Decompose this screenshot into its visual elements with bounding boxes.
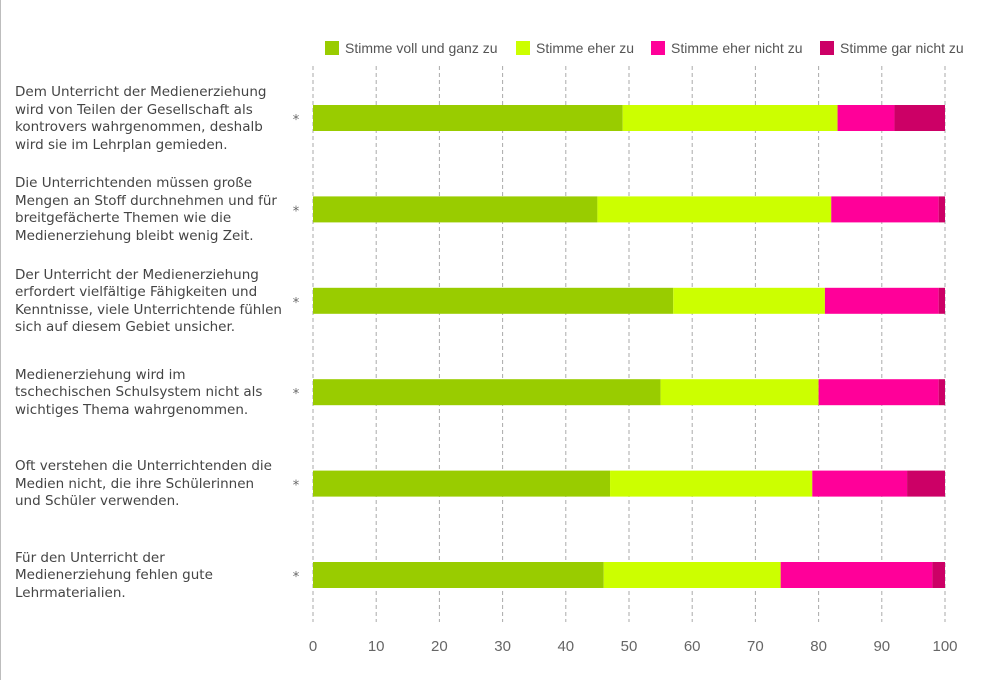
category-label-3-line-2: erfordert vielfältige Fähigkeiten und bbox=[15, 284, 258, 301]
bar-row4-series2 bbox=[660, 379, 819, 406]
category-label-2: Die Unterrichtenden müssen große Mengen a… bbox=[15, 175, 310, 245]
bar-row3-series1 bbox=[313, 287, 674, 314]
category-label-6-line-3: Lehrmaterialien. bbox=[15, 584, 126, 601]
category-label-5-line-2: Medien nicht, die ihre Schülerinnen bbox=[15, 475, 255, 492]
bar-row4-series1 bbox=[313, 379, 661, 406]
x-axis-ticks: 0 10 20 30 40 50 60 70 80 90 100 bbox=[309, 638, 958, 655]
category-label-3-line-3: Kenntnisse, viele Unterrichtende fühlen bbox=[15, 301, 282, 318]
bar-row6-series1 bbox=[313, 562, 604, 588]
bar-row3-series3 bbox=[824, 287, 939, 314]
bar-row2-series3 bbox=[831, 196, 939, 223]
category-label-5: Oft verstehen die Unterrichtenden die Med… bbox=[15, 458, 310, 511]
category-label-2-line-1: Die Unterrichtenden müssen große bbox=[15, 175, 253, 192]
category-label-1-line-2: wird von Teilen der Gesellschaft als bbox=[15, 101, 253, 118]
x-tick-20: 20 bbox=[431, 638, 448, 655]
bar-row5-series2 bbox=[610, 470, 813, 497]
bar-row3-series4 bbox=[938, 287, 945, 314]
bar-row5-series3 bbox=[812, 470, 908, 497]
bar-row4-series3 bbox=[818, 379, 939, 406]
legend-label-1: Stimme voll und ganz zu bbox=[345, 40, 498, 56]
category-label-3-line-4: sich auf diesem Gebiet unsicher. bbox=[15, 319, 236, 336]
x-tick-70: 70 bbox=[747, 638, 764, 655]
legend-label-2: Stimme eher zu bbox=[536, 40, 634, 56]
x-tick-30: 30 bbox=[494, 638, 511, 655]
bar-row4-series4 bbox=[938, 379, 945, 406]
bars bbox=[313, 105, 945, 588]
row-marker-1: * bbox=[293, 113, 300, 128]
bar-row1-series4 bbox=[894, 105, 945, 131]
row-markers: * * * * * * bbox=[293, 113, 300, 585]
category-label-6-line-1: Für den Unterricht der bbox=[15, 549, 165, 566]
category-label-6-line-2: Medienerziehung fehlen gute bbox=[15, 567, 213, 584]
category-label-1-line-4: wird sie im Lehrplan gemieden. bbox=[15, 136, 228, 153]
x-tick-10: 10 bbox=[368, 638, 385, 655]
bar-row5-series1 bbox=[313, 470, 611, 497]
category-label-2-line-4: Medienerziehung bleibt wenig Zeit. bbox=[15, 227, 254, 244]
category-label-3-line-1: Der Unterricht der Medienerziehung bbox=[15, 266, 259, 283]
category-label-4: Medienerziehung wird im tschechischen Sch… bbox=[15, 367, 310, 420]
category-label-2-line-2: Mengen an Stoff durchnehmen und für bbox=[15, 192, 277, 209]
category-label-2-line-3: breitgefächerte Themen wie die bbox=[15, 210, 232, 227]
gridlines bbox=[312, 66, 946, 622]
category-label-4-line-3: wichtiges Thema wahrgenommen. bbox=[15, 401, 249, 418]
legend-label-3: Stimme eher nicht zu bbox=[671, 40, 803, 56]
x-tick-90: 90 bbox=[873, 638, 890, 655]
x-tick-40: 40 bbox=[557, 638, 574, 655]
row-marker-4: * bbox=[293, 387, 300, 402]
bar-row2-series4 bbox=[938, 196, 945, 223]
category-label-4-line-1: Medienerziehung wird im bbox=[15, 366, 186, 383]
bar-row3-series2 bbox=[673, 287, 825, 314]
x-tick-0: 0 bbox=[309, 638, 317, 655]
category-label-1: Dem Unterricht der Medienerziehung wird v… bbox=[15, 84, 310, 154]
bar-row5-series4 bbox=[907, 470, 945, 497]
x-tick-60: 60 bbox=[684, 638, 701, 655]
legend-swatch-2 bbox=[516, 41, 530, 55]
bar-row1-series2 bbox=[622, 105, 838, 131]
x-tick-50: 50 bbox=[621, 638, 638, 655]
row-marker-6: * bbox=[293, 570, 300, 585]
legend: Stimme voll und ganz zu Stimme eher zu Sti… bbox=[325, 40, 964, 56]
category-label-3: Der Unterricht der Medienerziehung erford… bbox=[15, 267, 310, 337]
category-label-1-line-3: kontrovers wahrgenommen, deshalb bbox=[15, 119, 263, 135]
bar-row2-series1 bbox=[313, 196, 598, 223]
legend-swatch-4 bbox=[820, 41, 834, 55]
category-label-5-line-3: und Schüler verwenden. bbox=[15, 493, 180, 510]
row-marker-3: * bbox=[293, 296, 300, 311]
row-marker-2: * bbox=[293, 204, 300, 219]
x-tick-80: 80 bbox=[810, 638, 827, 655]
bar-row6-series4 bbox=[932, 562, 945, 588]
legend-label-4: Stimme gar nicht zu bbox=[840, 40, 964, 56]
bar-row6-series3 bbox=[780, 562, 933, 588]
bar-row2-series2 bbox=[597, 196, 832, 223]
bar-row6-series2 bbox=[603, 562, 781, 588]
bar-row1-series1 bbox=[313, 105, 623, 131]
legend-swatch-3 bbox=[651, 41, 665, 55]
row-marker-5: * bbox=[293, 479, 300, 494]
category-label-1-line-1: Dem Unterricht der Medienerziehung bbox=[15, 84, 267, 100]
legend-swatch-1 bbox=[325, 41, 339, 55]
x-tick-100: 100 bbox=[932, 638, 957, 655]
category-label-6: Für den Unterricht der Medienerziehung fe… bbox=[15, 550, 310, 603]
bar-row1-series3 bbox=[837, 105, 895, 131]
category-label-5-line-1: Oft verstehen die Unterrichtenden die bbox=[15, 458, 272, 475]
category-label-4-line-2: tschechischen Schulsystem nicht als bbox=[15, 384, 263, 401]
